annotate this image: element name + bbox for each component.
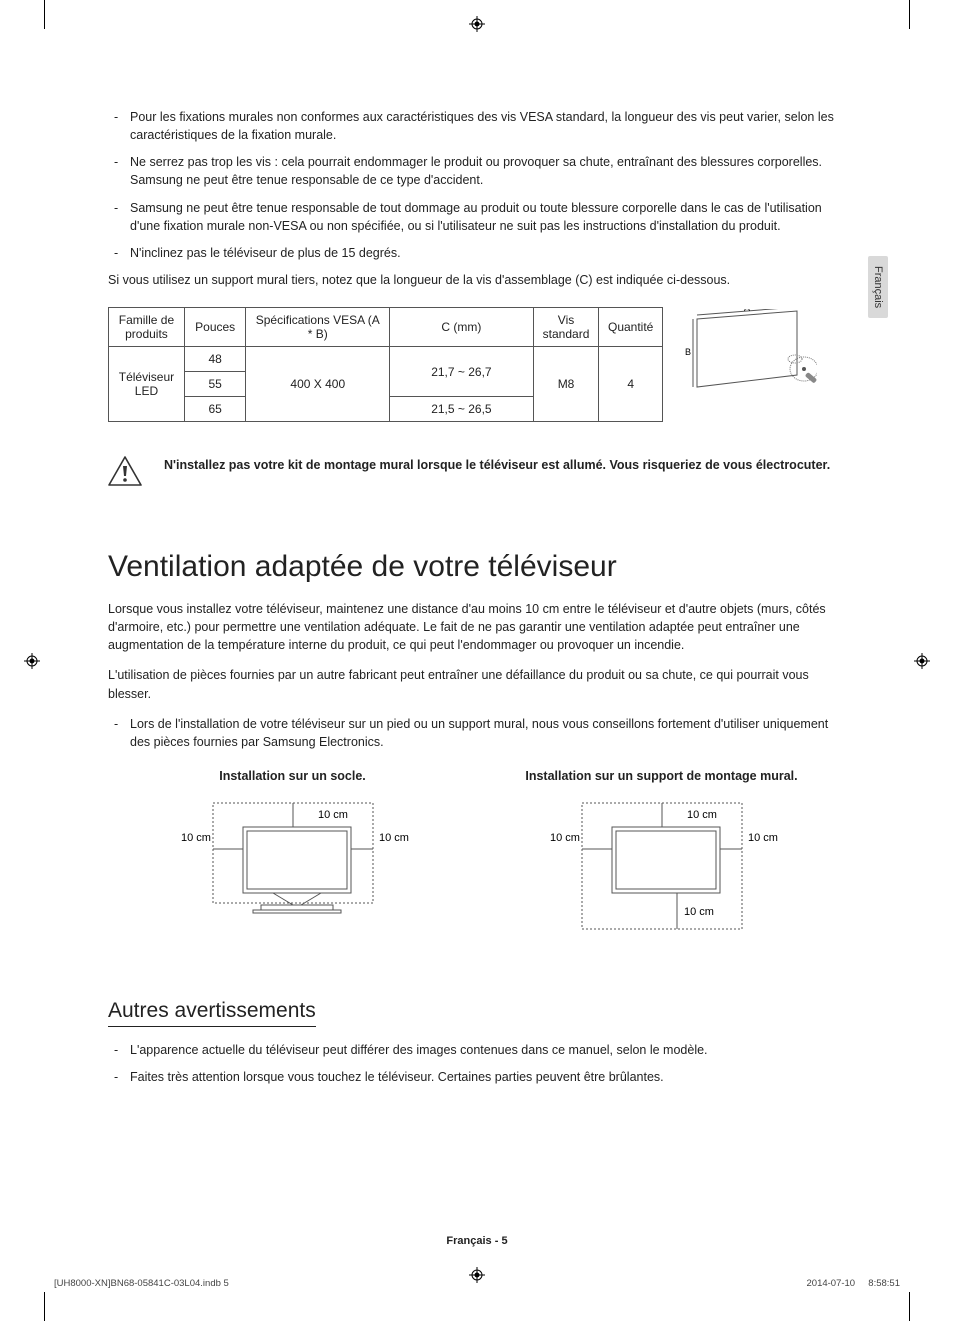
table-header: Spécifications VESA (A * B) <box>246 308 390 347</box>
table-row: Téléviseur LED 48 400 X 400 21,7 ~ 26,7 … <box>109 347 663 372</box>
registration-mark-icon <box>469 16 485 32</box>
installation-diagrams-row: Installation sur un socle. 10 cm 10 cm 1… <box>108 769 846 953</box>
list-item: Faites très attention lorsque vous touch… <box>108 1068 846 1086</box>
ventilation-notes-list: Lors de l'installation de votre télévise… <box>108 715 846 751</box>
install-stand-caption: Installation sur un socle. <box>123 769 463 783</box>
table-cell: 400 X 400 <box>246 347 390 422</box>
table-cell: 21,7 ~ 26,7 <box>390 347 534 397</box>
install-wall-diagram: 10 cm 10 cm 10 cm 10 cm <box>492 793 832 953</box>
install-wall-caption: Installation sur un support de montage m… <box>492 769 832 783</box>
footer-timestamp: 2014-07-10 8:58:51 <box>807 1278 901 1289</box>
vesa-label-a: A <box>744 309 750 313</box>
dim-label: 10 cm <box>379 832 409 844</box>
body-text: Lorsque vous installez votre téléviseur,… <box>108 600 846 654</box>
vesa-spec-table: Famille de produits Pouces Spécification… <box>108 307 663 422</box>
dim-label: 10 cm <box>684 906 714 918</box>
registration-mark-icon <box>469 1267 485 1283</box>
vesa-notes-list: Pour les fixations murales non conformes… <box>108 108 846 262</box>
table-cell: 55 <box>184 372 246 397</box>
dim-label: 10 cm <box>550 832 580 844</box>
table-cell: 48 <box>184 347 246 372</box>
warning-text: N'installez pas votre kit de montage mur… <box>164 456 830 474</box>
body-text: L'utilisation de pièces fournies par un … <box>108 666 846 702</box>
dim-label: 10 cm <box>748 832 778 844</box>
list-item: N'inclinez pas le téléviseur de plus de … <box>108 244 846 262</box>
warning-block: N'installez pas votre kit de montage mur… <box>108 456 846 486</box>
vesa-label-b: B <box>685 347 691 357</box>
dim-label: 10 cm <box>687 809 717 821</box>
footer-file-name: [UH8000-XN]BN68-05841C-03L04.indb 5 <box>54 1278 229 1289</box>
table-cell: 4 <box>599 347 663 422</box>
list-item: L'apparence actuelle du téléviseur peut … <box>108 1041 846 1059</box>
section-heading-ventilation: Ventilation adaptée de votre téléviseur <box>108 550 846 584</box>
table-header: Quantité <box>599 308 663 347</box>
warning-icon <box>108 456 142 486</box>
install-wall-col: Installation sur un support de montage m… <box>492 769 832 953</box>
crop-mark <box>44 1292 45 1321</box>
language-tab: Français <box>868 256 888 318</box>
list-item: Ne serrez pas trop les vis : cela pourra… <box>108 153 846 189</box>
note-text: Si vous utilisez un support mural tiers,… <box>108 271 846 289</box>
registration-mark-icon <box>914 653 930 669</box>
dim-label: 10 cm <box>181 832 211 844</box>
table-cell: Téléviseur LED <box>109 347 185 422</box>
crop-mark <box>909 0 910 29</box>
table-header: Vis standard <box>533 308 599 347</box>
dim-label: 10 cm <box>318 809 348 821</box>
table-header: Pouces <box>184 308 246 347</box>
registration-mark-icon <box>24 653 40 669</box>
footer-page-number: Français - 5 <box>446 1235 507 1247</box>
table-cell: 65 <box>184 397 246 422</box>
page-content: Pour les fixations murales non conformes… <box>108 108 846 1095</box>
vesa-diagram: A B <box>677 309 817 414</box>
list-item: Samsung ne peut être tenue responsable d… <box>108 199 846 235</box>
install-stand-diagram: 10 cm 10 cm 10 cm <box>123 793 463 953</box>
crop-mark <box>909 1292 910 1321</box>
crop-mark <box>44 0 45 29</box>
table-header: Famille de produits <box>109 308 185 347</box>
list-item: Pour les fixations murales non conformes… <box>108 108 846 144</box>
table-header-row: Famille de produits Pouces Spécification… <box>109 308 663 347</box>
section-heading-other-warnings: Autres avertissements <box>108 999 316 1027</box>
table-cell: 21,5 ~ 26,5 <box>390 397 534 422</box>
list-item: Lors de l'installation de votre télévise… <box>108 715 846 751</box>
table-header: C (mm) <box>390 308 534 347</box>
other-warnings-list: L'apparence actuelle du téléviseur peut … <box>108 1041 846 1086</box>
table-cell: M8 <box>533 347 599 422</box>
install-stand-col: Installation sur un socle. 10 cm 10 cm 1… <box>123 769 463 953</box>
